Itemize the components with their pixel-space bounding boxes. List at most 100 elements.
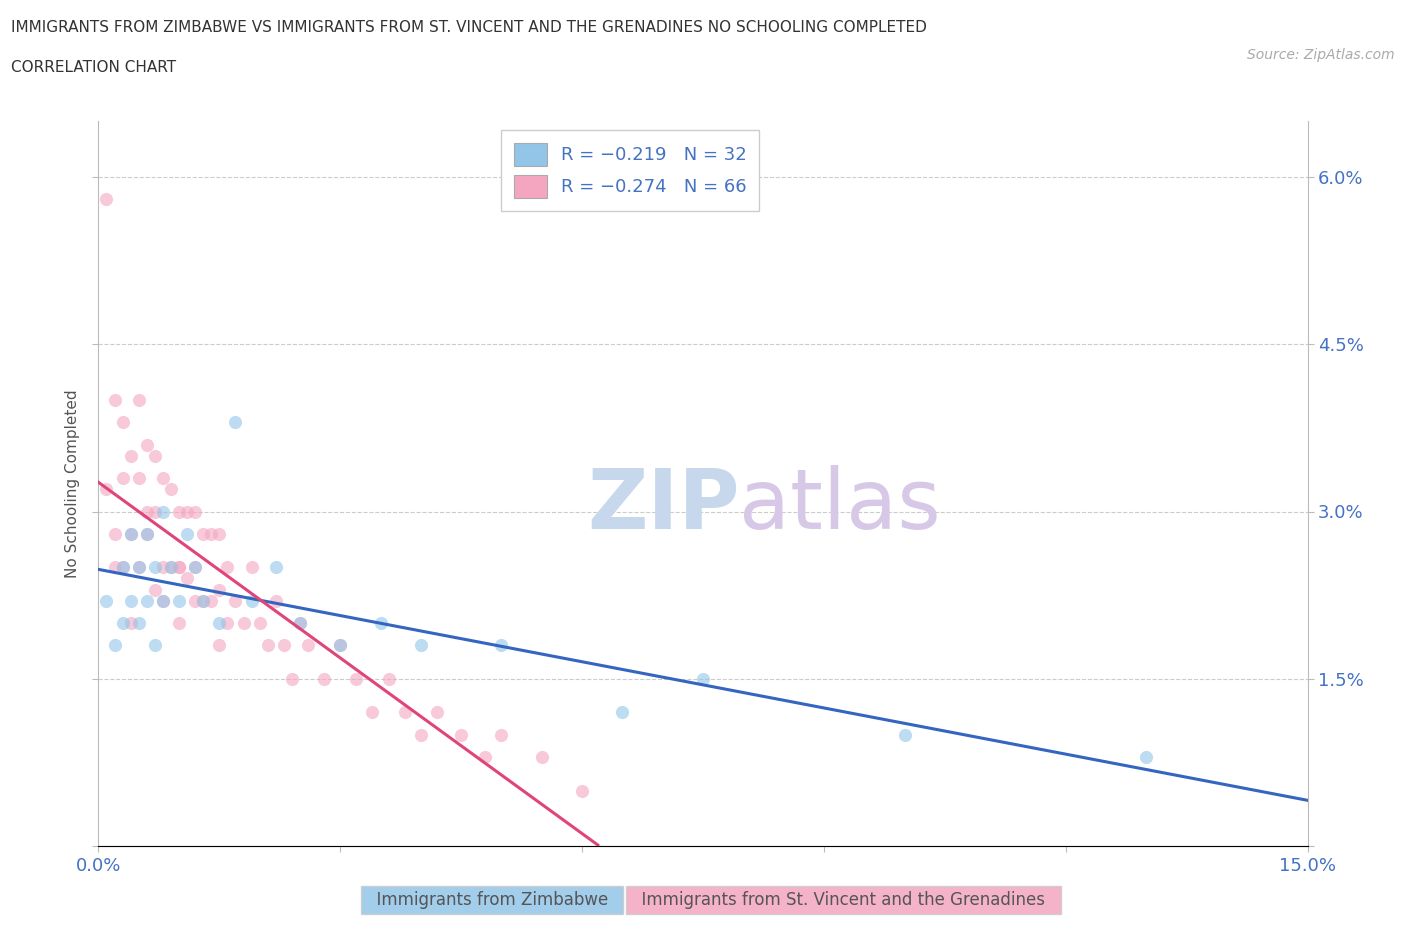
Point [273,638,295,653]
Point [377,671,399,686]
Point [128,560,150,575]
Point [217,616,239,631]
Point [103,526,125,541]
Point [160,482,183,497]
Point [612,705,634,720]
Point [491,727,513,742]
Point [143,448,166,463]
Point [344,671,367,686]
Point [200,593,222,608]
Point [96,593,118,608]
Point [176,571,198,586]
Point [160,560,183,575]
Point [111,471,134,485]
Point [571,783,593,798]
Point [224,415,246,430]
Point [193,593,215,608]
Point [491,638,513,653]
Point [264,593,287,608]
Point [128,560,150,575]
Point [152,504,174,519]
Point [135,593,157,608]
Point [143,504,166,519]
Point [208,582,231,597]
Point [143,560,166,575]
Point [256,638,278,653]
Point [167,560,190,575]
Point [409,727,432,742]
Point [167,616,190,631]
Point [128,616,150,631]
Point [135,526,157,541]
Text: CORRELATION CHART: CORRELATION CHART [11,60,176,75]
Point [217,560,239,575]
Point [692,671,714,686]
Text: atlas: atlas [740,465,941,546]
Point [361,705,384,720]
Point [264,560,287,575]
Point [111,560,134,575]
Text: IMMIGRANTS FROM ZIMBABWE VS IMMIGRANTS FROM ST. VINCENT AND THE GRENADINES NO SC: IMMIGRANTS FROM ZIMBABWE VS IMMIGRANTS F… [11,20,927,35]
Point [135,504,157,519]
Point [120,616,142,631]
Point [329,638,352,653]
Text: ZIP: ZIP [586,465,740,546]
Point [450,727,472,742]
Point [143,582,166,597]
Point [120,526,142,541]
Point [96,192,118,206]
Point [120,448,142,463]
Point [530,750,553,764]
Point [193,526,215,541]
Text: Source: ZipAtlas.com: Source: ZipAtlas.com [1247,48,1395,62]
Point [893,727,915,742]
Point [176,526,198,541]
Point [224,593,246,608]
Point [184,504,207,519]
Point [167,593,190,608]
Point [167,560,190,575]
Point [184,593,207,608]
Point [167,504,190,519]
Point [120,593,142,608]
Point [152,593,174,608]
Point [249,616,271,631]
Point [426,705,449,720]
Point [370,616,392,631]
Point [128,471,150,485]
Point [152,593,174,608]
Point [240,560,263,575]
Point [176,504,198,519]
Point [128,392,150,407]
Point [200,526,222,541]
Point [232,616,254,631]
Point [281,671,304,686]
Point [143,638,166,653]
Point [111,560,134,575]
Text: Immigrants from Zimbabwe: Immigrants from Zimbabwe [366,891,619,910]
Point [208,638,231,653]
Point [394,705,416,720]
Point [208,526,231,541]
Point [120,526,142,541]
Point [184,560,207,575]
Point [96,482,118,497]
Point [314,671,336,686]
Point [288,616,311,631]
Point [152,471,174,485]
Point [329,638,352,653]
Point [103,560,125,575]
Point [135,437,157,452]
Point [474,750,496,764]
Point [103,638,125,653]
Point [240,593,263,608]
Point [160,560,183,575]
Point [152,560,174,575]
Text: Immigrants from St. Vincent and the Grenadines: Immigrants from St. Vincent and the Gren… [631,891,1056,910]
Point [288,616,311,631]
Point [1135,750,1157,764]
Point [208,616,231,631]
Point [111,616,134,631]
Point [103,392,125,407]
Point [184,560,207,575]
